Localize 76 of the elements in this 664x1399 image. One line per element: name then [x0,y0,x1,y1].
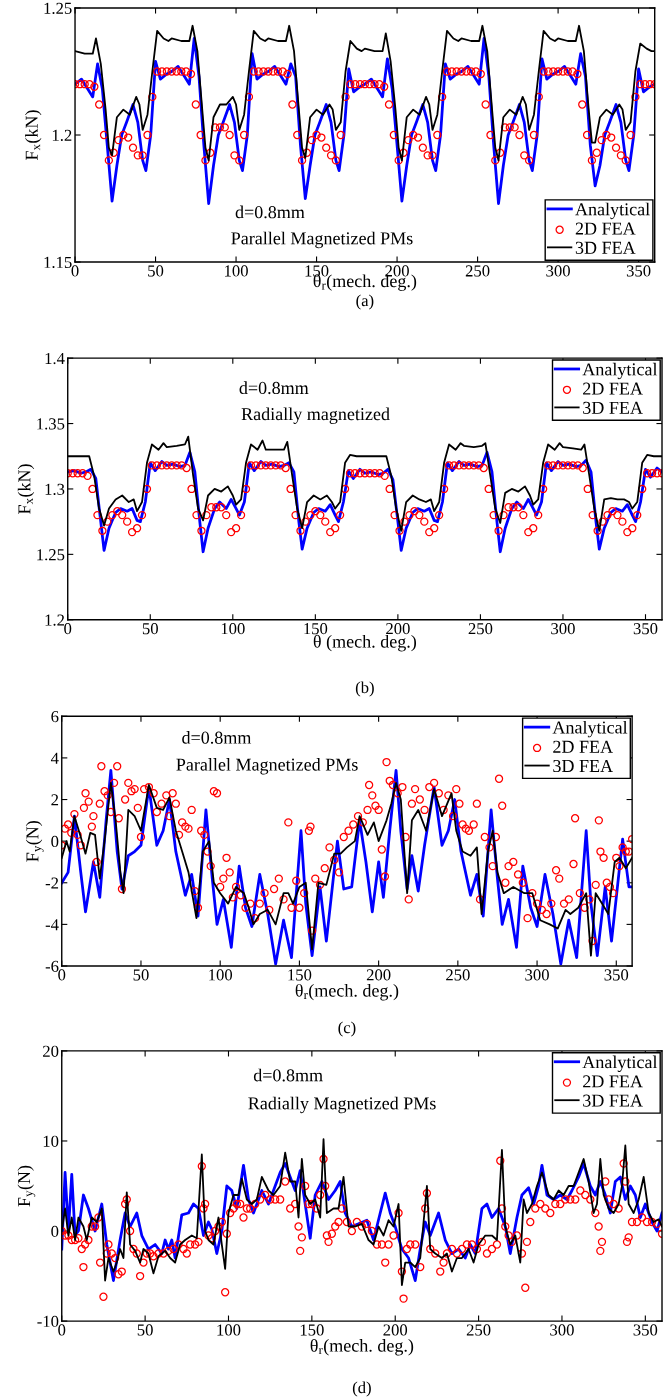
y-tick-label: 6 [51,711,59,723]
x-tick-label: 50 [148,265,164,277]
x-tick-label: 300 [551,623,575,635]
y-axis-title: F$_{y}$(N) [25,820,44,862]
annotation: Parallel Magnetized PMs [176,758,358,775]
legend-label: 3D FEA [583,401,643,414]
x-tick-label: 300 [550,1324,574,1336]
x-tick-label: 200 [366,969,391,981]
legend-label: 3D FEA [583,1094,643,1107]
y-tick-label: -10 [37,1315,59,1328]
annotation: d=0.8mm [182,731,252,744]
x-tick-label: 200 [383,1324,408,1336]
legend-label: 3D FEA [553,759,613,773]
annotation: Radially magnetized [241,407,390,424]
x-axis-title: θ (mech. deg.) [313,634,417,652]
x-tick-label: 250 [465,265,490,277]
x-tick-label: 350 [604,969,629,981]
x-tick-label: 350 [626,265,651,277]
text: (a) [356,294,374,310]
y-tick-label: 1.4 [45,352,65,365]
x-tick-label: 200 [386,623,410,635]
x-tick-label: 100 [217,1324,241,1336]
annotation: d=0.8mm [239,381,309,395]
legend-label: Analytical [552,720,628,738]
legend-label: 2D FEA [583,382,643,395]
y-tick-label: 1.25 [44,2,72,14]
annotation: d=0.8mm [235,205,305,219]
y-tick-label: 1.3 [45,483,65,495]
annotation: Parallel Magnetized PMs [231,231,413,249]
y-tick-label: 1.25 [37,549,65,561]
x-tick-label: 100 [209,969,233,981]
x-tick-label: 150 [304,623,328,635]
x-tick-label: 250 [466,1324,491,1336]
x-tick-label: 250 [468,623,493,635]
x-tick-label: 300 [525,969,549,981]
y-axis-title: F$_{x}$(kN) [17,464,35,514]
legend-label: 2D FEA [553,740,613,753]
legend-label: 3D FEA [575,241,636,254]
annotation: d=0.8mm [253,1068,323,1082]
y-tick-label: 20 [43,1045,59,1057]
y-tick-label: -2 [45,877,59,889]
y-tick-label: 1.2 [52,129,72,142]
y-tick-label: 10 [43,1135,59,1147]
x-tick-label: 300 [546,265,570,277]
x-tick-label: 50 [142,623,158,635]
y-tick-label: 0 [51,1225,59,1237]
y-tick-label: -6 [45,960,59,972]
y-tick-label: -4 [45,919,59,931]
y-tick-label: 4 [50,752,59,764]
x-tick-label: 100 [221,623,245,635]
x-axis-title: θ$_{r}$(mech. deg.) [310,1338,414,1356]
x-tick-label: 150 [300,1324,324,1336]
x-tick-label: 100 [225,265,248,277]
x-tick-label: 350 [633,623,658,635]
y-axis-title: F$_{y}$(N) [17,1165,36,1207]
y-tick-label: 2 [51,794,59,806]
annotation: Radially Magnetized PMs [248,1096,436,1114]
text: (c) [338,1021,356,1037]
x-tick-label: 50 [133,969,149,981]
x-tick-label: 350 [633,1324,658,1336]
y-tick-label: 1.2 [45,614,65,626]
y-axis-title: F$_{x}$(kN) [25,110,42,161]
legend-label: 2D FEA [575,222,636,235]
text: (b) [355,681,374,697]
x-tick-label: 150 [288,969,312,981]
y-tick-label: 0 [51,835,59,848]
text: (d) [352,1381,371,1397]
legend-label: Analytical [582,1055,658,1072]
x-tick-label: 250 [446,969,470,981]
x-axis-title: θ$_{r}$(mech. deg.) [295,983,399,1001]
y-tick-label: 1.15 [44,256,72,269]
legend-label: 2D FEA [583,1075,643,1088]
x-tick-label: 50 [137,1324,153,1336]
legend-label: Analytical [582,362,658,380]
legend-label: Analytical [575,202,650,220]
y-tick-label: 1.35 [37,418,65,430]
